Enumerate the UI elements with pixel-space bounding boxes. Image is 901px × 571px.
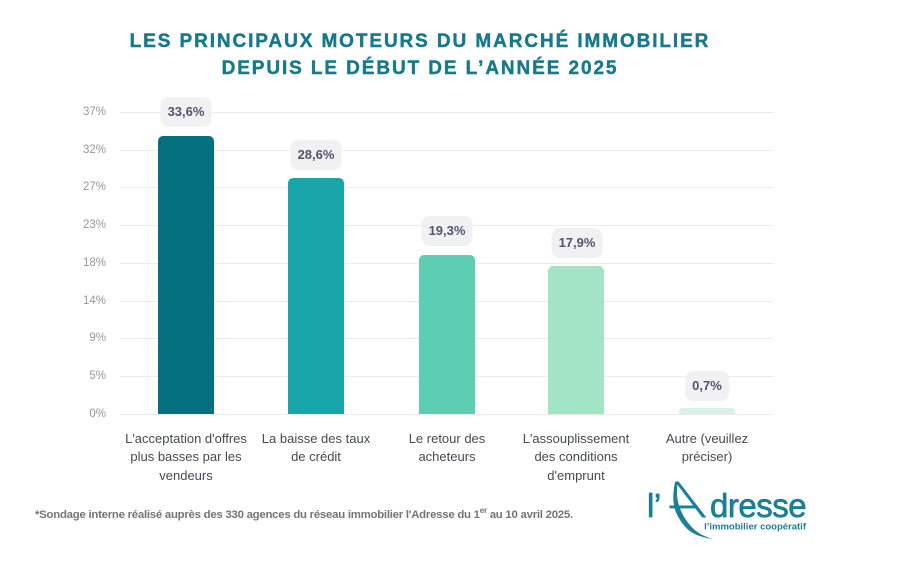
svg-text:l’immobilier coopératif: l’immobilier coopératif	[704, 522, 807, 533]
svg-text:l’: l’	[647, 487, 661, 524]
svg-text:dresse: dresse	[710, 487, 806, 524]
